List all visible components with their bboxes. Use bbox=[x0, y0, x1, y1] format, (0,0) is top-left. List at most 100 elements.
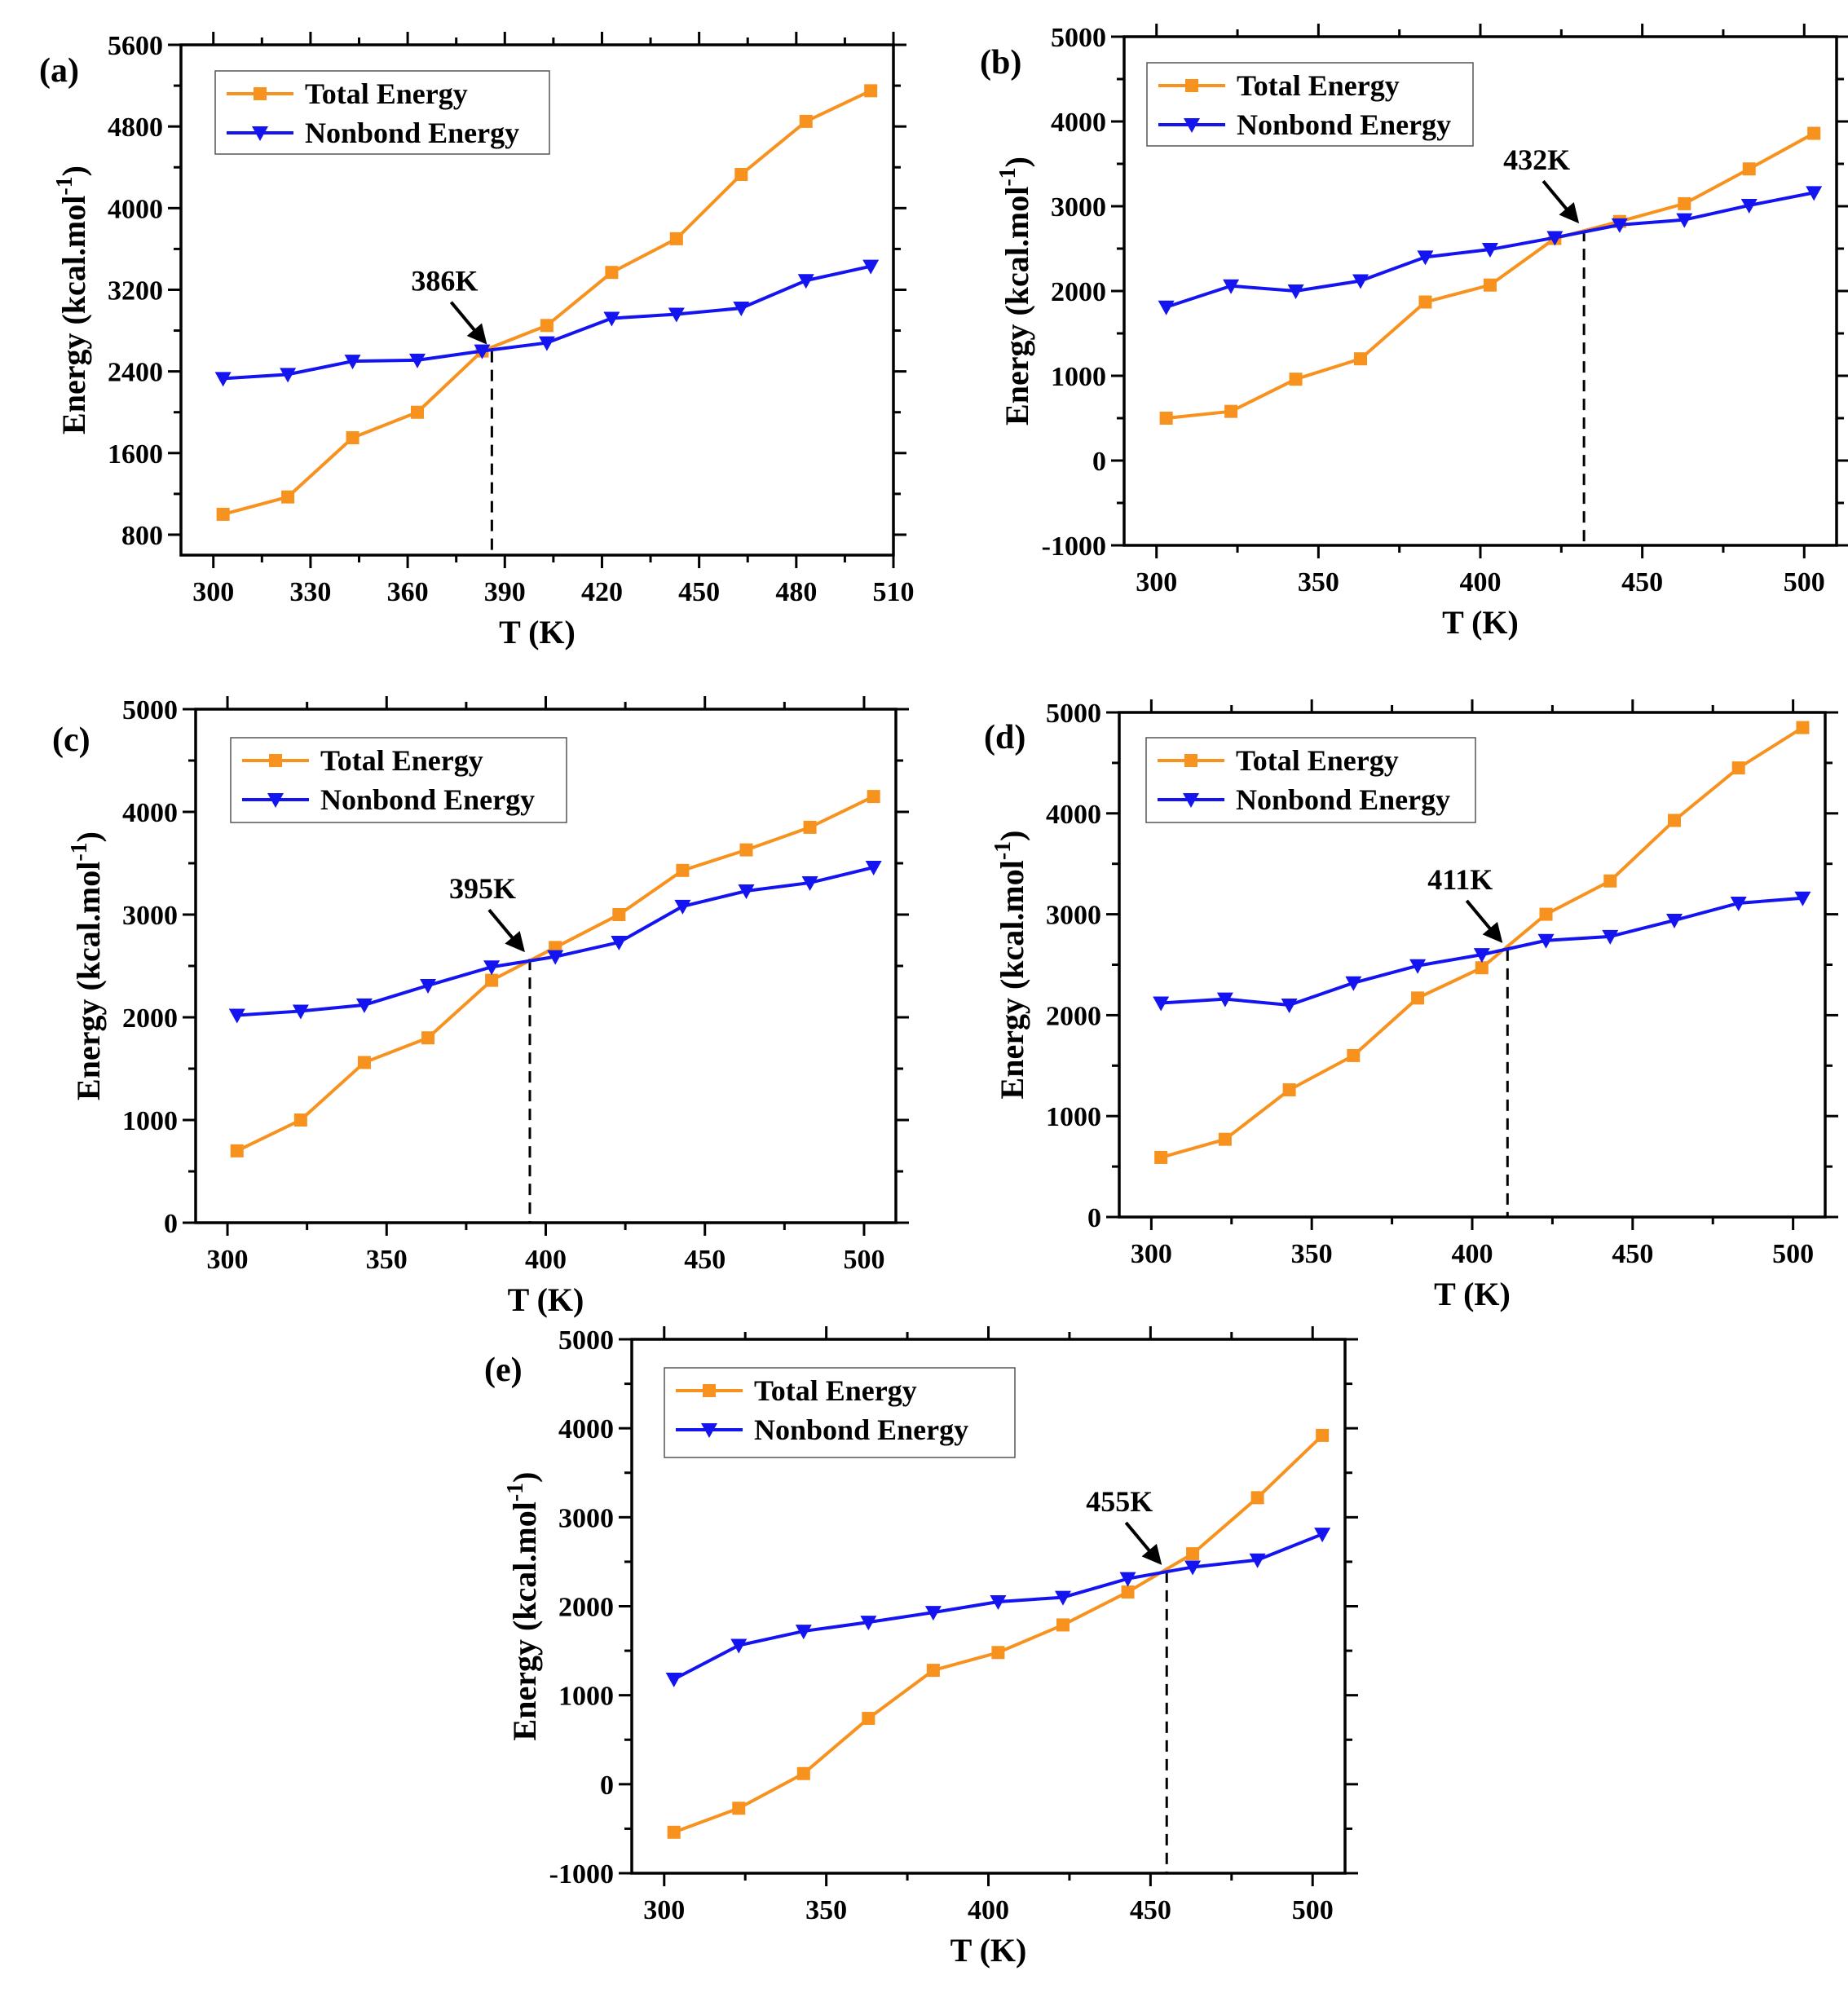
legend-label: Total Energy bbox=[305, 77, 468, 110]
data-point-total-energy bbox=[867, 790, 880, 804]
legend-label: Total Energy bbox=[754, 1374, 917, 1407]
legend-box bbox=[1145, 737, 1476, 823]
data-point-total-energy bbox=[734, 168, 748, 182]
data-point-total-energy bbox=[1224, 404, 1238, 418]
data-point-total-energy bbox=[485, 973, 499, 987]
data-point-total-energy bbox=[1667, 814, 1681, 827]
x-tick-label: 350 bbox=[1291, 1239, 1333, 1269]
data-point-total-energy bbox=[1418, 295, 1432, 309]
y-tick-label: 2000 bbox=[122, 1003, 178, 1034]
data-point-total-energy bbox=[926, 1664, 940, 1678]
data-point-total-energy bbox=[1731, 761, 1745, 775]
data-point-total-energy bbox=[346, 431, 359, 445]
data-point-nonbond-energy bbox=[738, 884, 755, 900]
data-point-nonbond-energy bbox=[1281, 999, 1298, 1014]
y-tick-label: 0 bbox=[164, 1209, 178, 1239]
y-tick-label: 0 bbox=[1087, 1203, 1101, 1233]
transition-arrowhead bbox=[1141, 1543, 1162, 1565]
legend-label: Total Energy bbox=[1237, 69, 1400, 102]
x-tick-label: 390 bbox=[484, 577, 526, 607]
x-tick-label: 400 bbox=[968, 1895, 1009, 1925]
x-axis-title: T (K) bbox=[499, 614, 576, 650]
legend-label: Nonbond Energy bbox=[1237, 108, 1451, 141]
data-point-total-energy bbox=[864, 84, 878, 98]
data-point-nonbond-energy bbox=[474, 344, 491, 359]
series-line-total-energy bbox=[236, 795, 875, 1153]
y-axis-title-superscript: -1 bbox=[503, 1483, 528, 1502]
data-point-total-energy bbox=[862, 1712, 875, 1726]
data-point-nonbond-energy bbox=[611, 936, 628, 951]
data-point-nonbond-energy bbox=[538, 336, 555, 351]
y-axis-title: Energy (kcal.mol-1) bbox=[995, 157, 1035, 426]
y-tick-label: 1000 bbox=[1046, 1102, 1101, 1132]
y-tick-label: 3000 bbox=[1046, 901, 1101, 931]
transition-label: 386K bbox=[411, 265, 478, 298]
data-point-nonbond-energy bbox=[674, 899, 691, 915]
y-tick-label: -1000 bbox=[1042, 531, 1106, 562]
transition-label: 395K bbox=[449, 872, 516, 905]
x-tick-label: 420 bbox=[581, 577, 623, 607]
data-point-total-energy bbox=[540, 319, 554, 333]
y-axis-title-close: ) bbox=[999, 157, 1035, 167]
panel-label: (e) bbox=[484, 1352, 523, 1389]
data-point-nonbond-energy bbox=[1223, 279, 1240, 294]
x-tick-label: 300 bbox=[192, 577, 234, 607]
legend-box bbox=[664, 1367, 1016, 1458]
legend-label: Nonbond Energy bbox=[754, 1413, 968, 1446]
data-point-nonbond-energy bbox=[1481, 243, 1498, 258]
x-tick-label: 500 bbox=[1292, 1895, 1334, 1925]
data-point-nonbond-energy bbox=[1054, 1590, 1071, 1606]
x-tick-label: 300 bbox=[207, 1245, 249, 1275]
y-tick-label: 5600 bbox=[108, 31, 163, 61]
x-tick-label: 500 bbox=[1772, 1239, 1814, 1269]
y-tick-label: 1000 bbox=[558, 1682, 614, 1712]
data-point-nonbond-energy bbox=[1546, 231, 1564, 246]
y-tick-label: 5000 bbox=[122, 695, 178, 725]
y-axis-title-close: ) bbox=[55, 165, 92, 176]
legend-marker-square bbox=[1185, 79, 1198, 92]
y-tick-label: 3000 bbox=[1051, 192, 1106, 223]
x-tick-label: 350 bbox=[366, 1245, 408, 1275]
data-point-nonbond-energy bbox=[1158, 300, 1175, 315]
y-axis-title: Energy (kcal.mol-1) bbox=[990, 831, 1030, 1100]
y-tick-label: 1000 bbox=[122, 1106, 178, 1136]
data-point-nonbond-energy bbox=[1345, 976, 1362, 991]
series-line-total-energy bbox=[673, 1434, 1324, 1834]
x-tick-label: 330 bbox=[289, 577, 331, 607]
y-axis-title-superscript: -1 bbox=[995, 167, 1021, 186]
data-point-nonbond-energy bbox=[924, 1606, 942, 1621]
data-point-nonbond-energy bbox=[1730, 896, 1747, 911]
y-axis-title-main: Energy (kcal.mol bbox=[70, 862, 107, 1100]
x-tick-label: 480 bbox=[775, 577, 817, 607]
legend-box bbox=[230, 737, 567, 823]
legend-marker-square bbox=[1184, 754, 1197, 767]
x-tick-label: 500 bbox=[843, 1245, 884, 1275]
data-point-nonbond-energy bbox=[1473, 948, 1490, 964]
y-tick-label: 3200 bbox=[108, 276, 163, 306]
data-point-total-energy bbox=[799, 114, 813, 128]
y-tick-label: 4000 bbox=[1051, 108, 1106, 138]
panel-a: (a) 300 330 360 390 420 450 480 510 800 1600 2400 32… bbox=[39, 31, 915, 650]
data-point-total-energy bbox=[1483, 278, 1497, 292]
legend-label: Nonbond Energy bbox=[1236, 783, 1450, 816]
y-tick-label: 4000 bbox=[1046, 800, 1101, 830]
data-point-nonbond-energy bbox=[860, 1616, 877, 1631]
legend-label: Total Energy bbox=[1236, 744, 1399, 777]
data-point-nonbond-energy bbox=[1153, 996, 1170, 1012]
data-point-nonbond-energy bbox=[862, 259, 880, 275]
x-axis-title: T (K) bbox=[1434, 1276, 1511, 1312]
y-tick-label: 4000 bbox=[108, 194, 163, 224]
panel-label: (d) bbox=[984, 719, 1025, 756]
data-point-total-energy bbox=[1316, 1428, 1330, 1442]
legend-label: Nonbond Energy bbox=[320, 783, 535, 816]
x-tick-label: 450 bbox=[684, 1245, 726, 1275]
data-point-total-energy bbox=[421, 1031, 435, 1045]
x-tick-label: 400 bbox=[1452, 1239, 1493, 1269]
x-tick-label: 450 bbox=[1130, 1895, 1171, 1925]
data-point-total-energy bbox=[1250, 1491, 1264, 1505]
y-axis-title-main: Energy (kcal.mol bbox=[506, 1502, 543, 1740]
y-tick-label: 800 bbox=[121, 521, 163, 551]
transition-arrowhead bbox=[505, 931, 525, 953]
data-point-nonbond-energy bbox=[280, 368, 297, 383]
